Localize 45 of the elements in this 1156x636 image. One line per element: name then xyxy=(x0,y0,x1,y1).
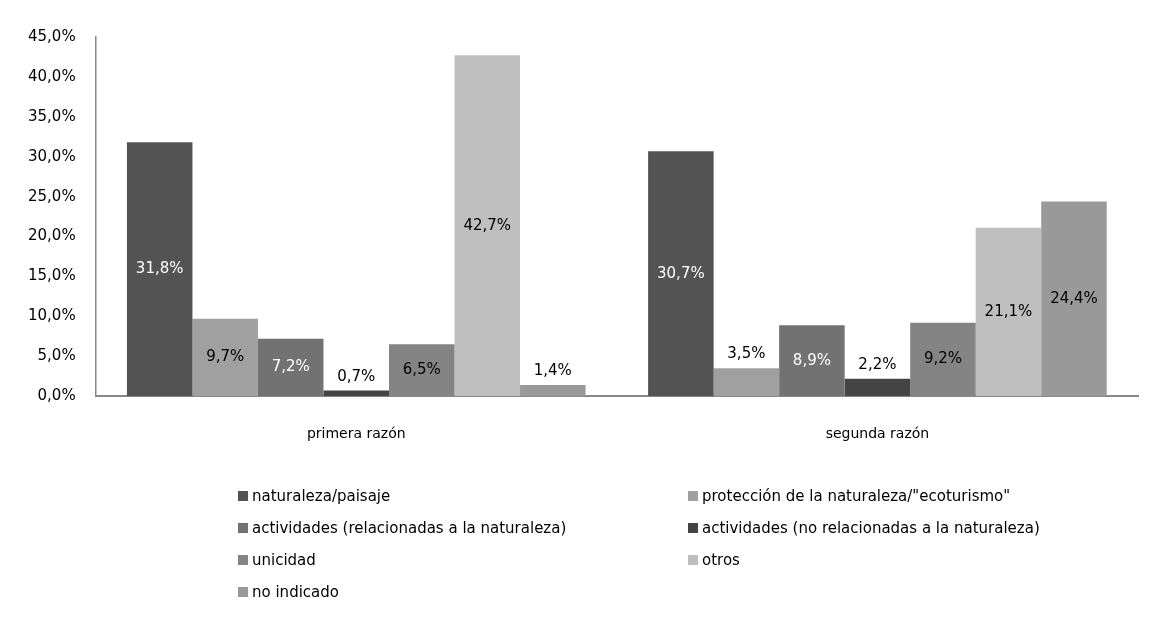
data-label: 8,9% xyxy=(792,350,831,369)
y-tick-label: 45,0% xyxy=(28,26,76,45)
x-tick-label: primera razón xyxy=(306,425,406,442)
data-label: 3,5% xyxy=(727,344,766,363)
bar xyxy=(126,142,193,397)
x-tick-label: segunda razón xyxy=(825,425,930,442)
legend-label: otros xyxy=(702,551,740,569)
data-label: 21,1% xyxy=(984,301,1033,320)
legend-label: unicidad xyxy=(252,551,316,569)
legend-label: no indicado xyxy=(252,583,339,601)
bar xyxy=(454,55,521,397)
bar xyxy=(648,151,714,397)
bar xyxy=(975,227,1042,397)
y-tick-label: 35,0% xyxy=(28,106,76,125)
y-tick-label: 5,0% xyxy=(37,346,76,365)
bar xyxy=(779,325,845,397)
data-label: 1,4% xyxy=(533,360,572,379)
data-label: 7,2% xyxy=(271,357,310,376)
data-label: 30,7% xyxy=(657,263,705,282)
bar xyxy=(257,338,324,397)
y-tick-label: 25,0% xyxy=(28,186,76,205)
y-tick-label: 15,0% xyxy=(28,266,76,285)
data-label: 6,5% xyxy=(402,360,441,379)
data-label: 0,7% xyxy=(337,366,376,385)
data-label: 24,4% xyxy=(1050,288,1098,307)
data-label: 2,2% xyxy=(858,354,897,373)
legend-label: actividades (no relacionadas a la naturaleza) xyxy=(702,519,1040,537)
data-label: 42,7% xyxy=(463,215,512,234)
y-tick-label: 10,0% xyxy=(28,306,76,325)
y-tick-label: 40,0% xyxy=(28,66,76,85)
y-tick-label: 0,0% xyxy=(37,386,76,405)
data-label: 31,8% xyxy=(135,259,184,278)
bar xyxy=(844,378,911,397)
y-tick-label: 30,0% xyxy=(28,146,76,165)
bar xyxy=(1041,201,1107,397)
y-tick-label: 20,0% xyxy=(28,226,76,245)
bar xyxy=(192,318,258,397)
legend-label: protección de la naturaleza/"ecoturismo" xyxy=(702,487,1011,505)
bar xyxy=(713,368,780,397)
bar xyxy=(323,390,389,397)
bar xyxy=(520,385,586,397)
legend-label: actividades (relacionadas a la naturaleza) xyxy=(252,519,567,537)
data-label: 9,2% xyxy=(923,349,962,368)
legend-label: naturaleza/paisaje xyxy=(252,487,391,505)
data-label: 9,7% xyxy=(206,347,245,366)
